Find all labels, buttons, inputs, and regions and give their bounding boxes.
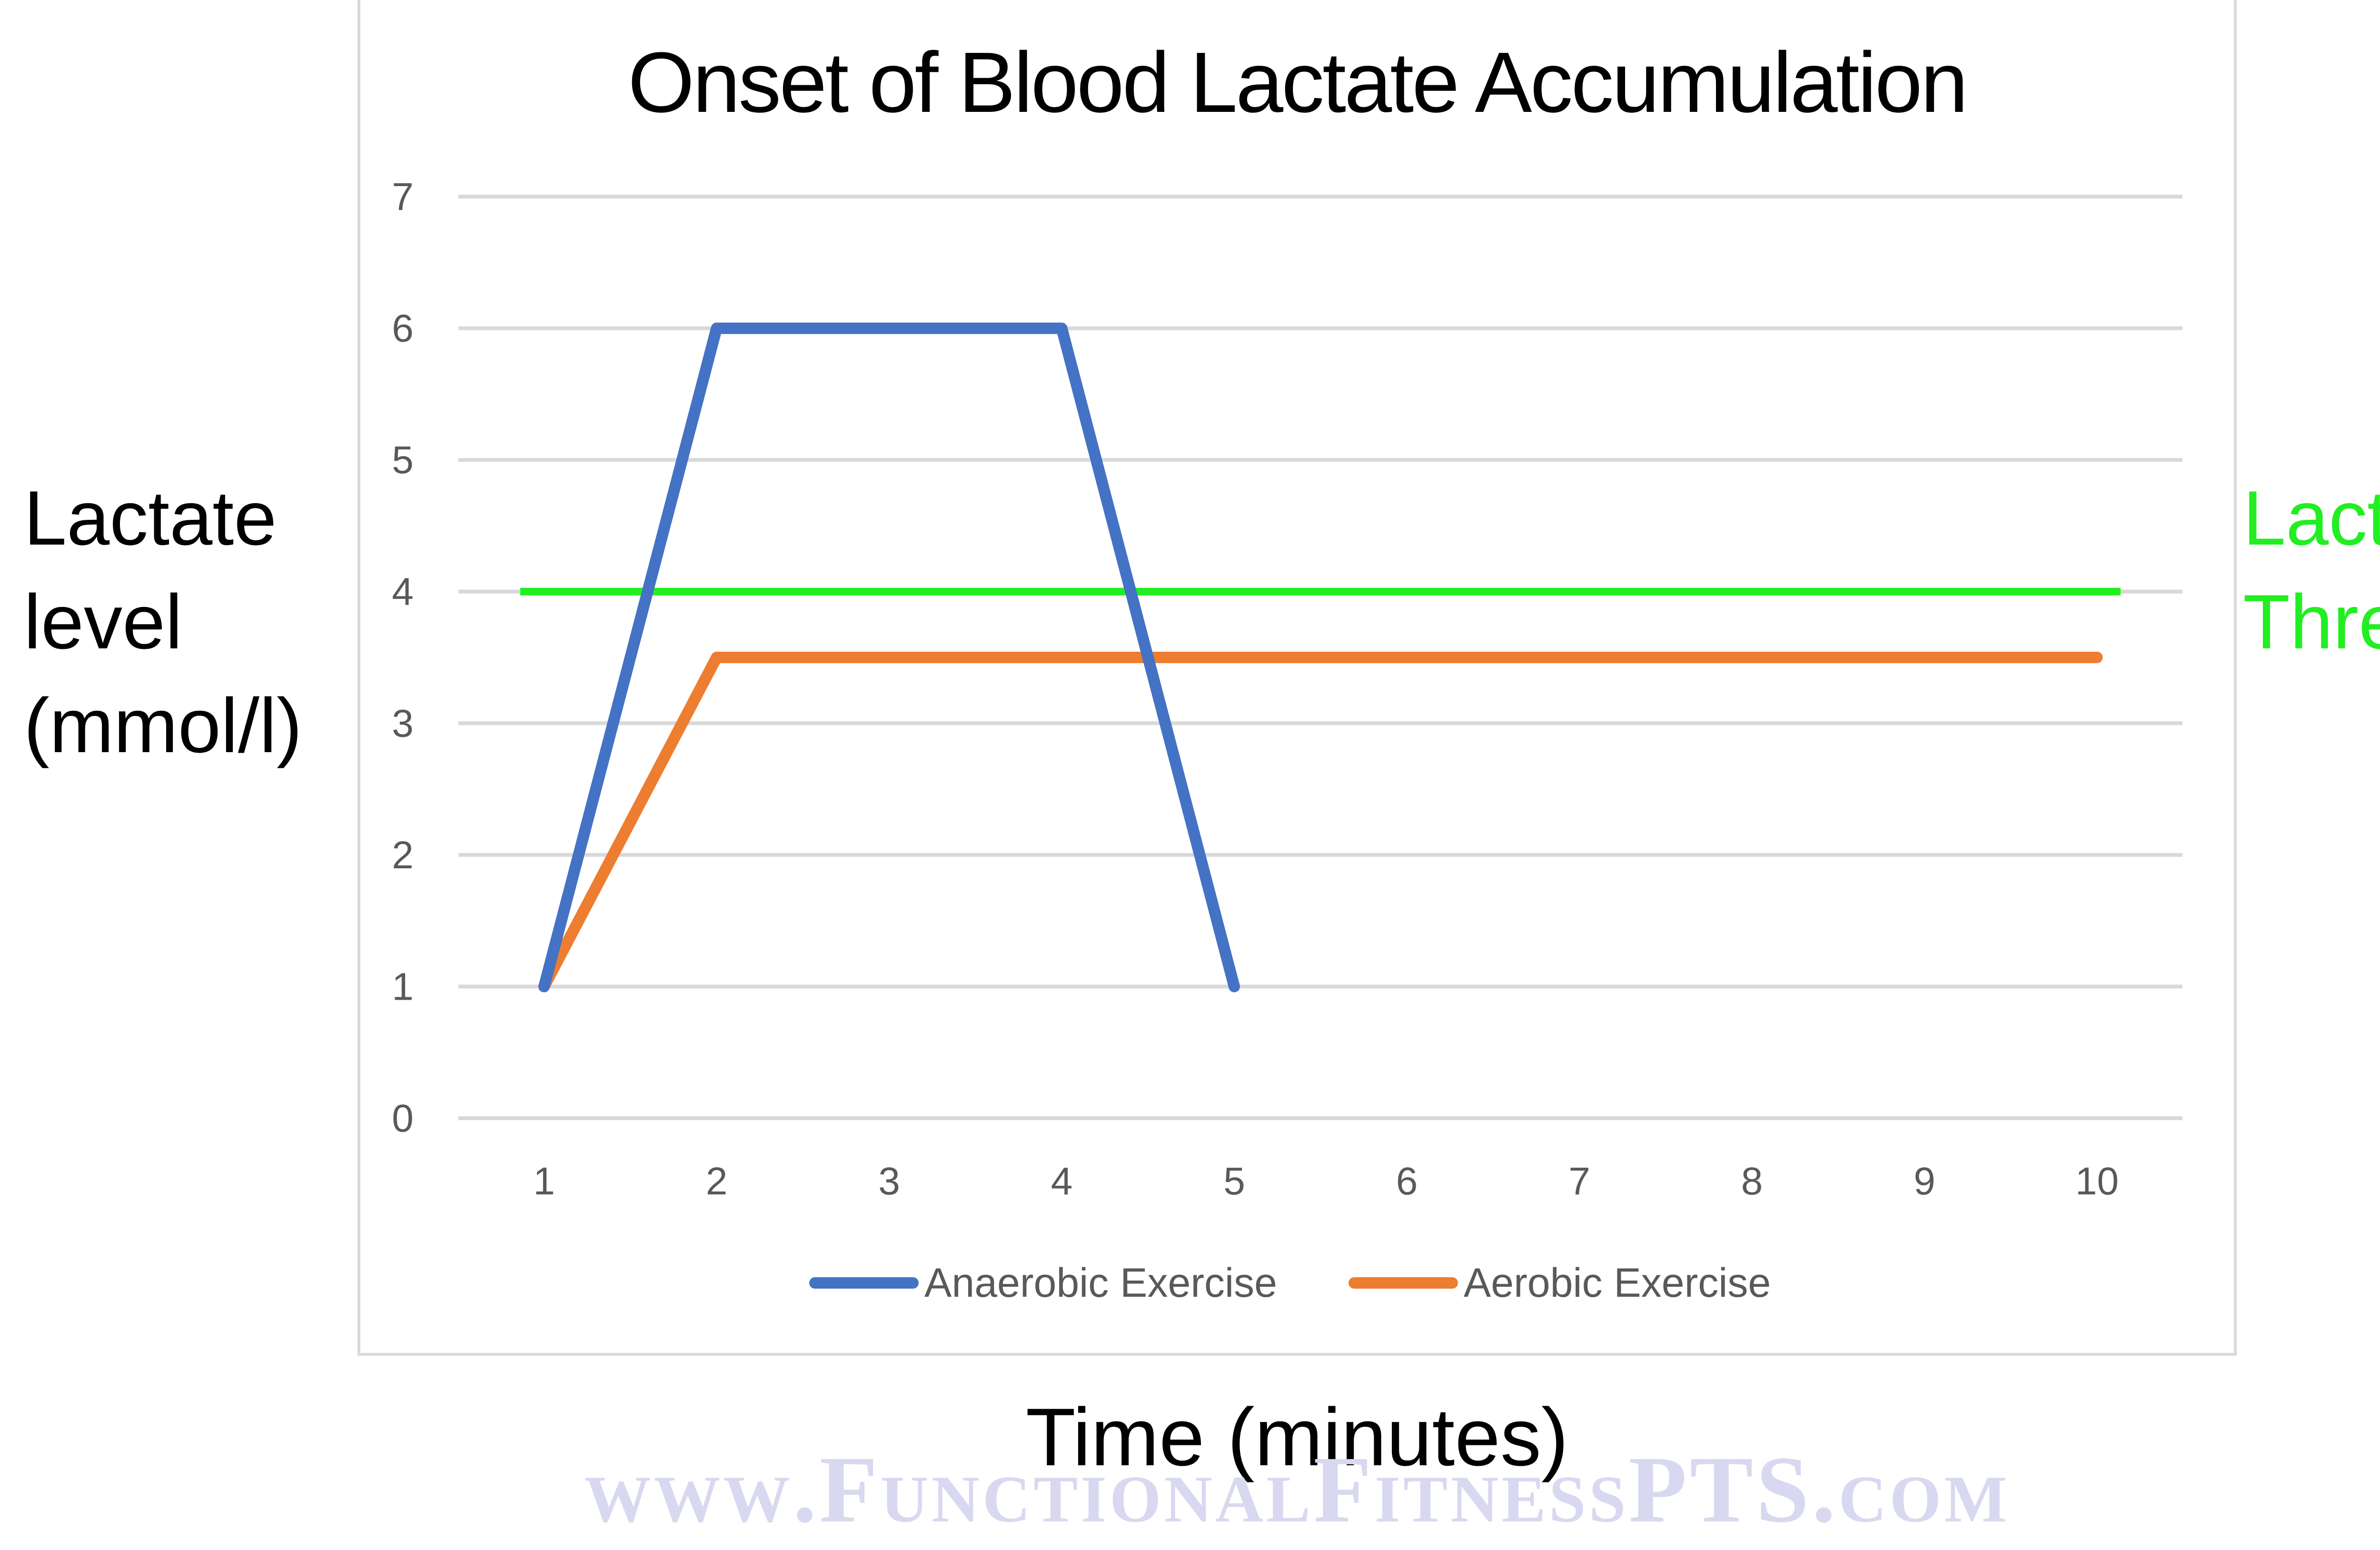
- x-tick-label: 8: [1741, 1160, 1763, 1203]
- series-line-aerobic: [538, 652, 2103, 993]
- data-series: [520, 322, 2121, 993]
- y-axis-label: Lactate level (mmol/l): [24, 467, 302, 778]
- y-axis-ticks: 0 1 2 3 4 5 6 7: [392, 175, 414, 1140]
- x-tick-label: 1: [533, 1160, 555, 1203]
- series-line-anaerobic: [538, 322, 1240, 993]
- legend-swatch-orange-line-icon: [1348, 1277, 1458, 1289]
- x-tick-label: 3: [878, 1160, 900, 1203]
- y-tick-label: 7: [392, 175, 414, 219]
- y-tick-label: 1: [392, 965, 414, 1008]
- chart-title: Onset of Blood Lactate Accumulation: [628, 35, 1968, 130]
- legend-item-anaerobic: Anaerobic Exercise: [809, 1260, 1277, 1307]
- x-tick-label: 4: [1051, 1160, 1073, 1203]
- y-axis-label-line: (mmol/l): [24, 683, 302, 769]
- watermark: www.FunctionalFitnessPTS.com: [584, 1437, 2010, 1542]
- threshold-label-line: Lactate: [2243, 475, 2380, 561]
- y-tick-label: 5: [392, 438, 414, 482]
- legend-item-aerobic: Aerobic Exercise: [1348, 1260, 1771, 1307]
- x-tick-label: 7: [1568, 1160, 1590, 1203]
- legend: Anaerobic Exercise Aerobic Exercise: [809, 1247, 1771, 1319]
- y-tick-label: 2: [392, 834, 414, 877]
- x-axis-label: Time (minutes): [1025, 1391, 1569, 1483]
- y-axis-label-line: level: [24, 579, 183, 665]
- legend-label: Anaerobic Exercise: [924, 1260, 1277, 1306]
- x-tick-label: 10: [2075, 1160, 2119, 1203]
- x-tick-label: 9: [1914, 1160, 1935, 1203]
- threshold-label: Lactate Threshold: [2243, 467, 2380, 674]
- threshold-label-line: Threshold: [2243, 579, 2380, 665]
- x-tick-label: 5: [1223, 1160, 1245, 1203]
- chart-frame: [357, 0, 2237, 1356]
- y-tick-label: 6: [392, 307, 414, 350]
- legend-label: Aerobic Exercise: [1463, 1260, 1771, 1306]
- x-axis-ticks: 1 2 3 4 5 6 7 8 9 10: [533, 1160, 2119, 1203]
- y-tick-label: 0: [392, 1097, 414, 1140]
- legend-swatch-blue-line-icon: [809, 1277, 919, 1289]
- y-tick-label: 4: [392, 570, 414, 614]
- y-axis-label-line: Lactate: [24, 475, 277, 561]
- y-tick-label: 3: [392, 702, 414, 745]
- x-tick-label: 6: [1396, 1160, 1418, 1203]
- x-tick-label: 2: [706, 1160, 728, 1203]
